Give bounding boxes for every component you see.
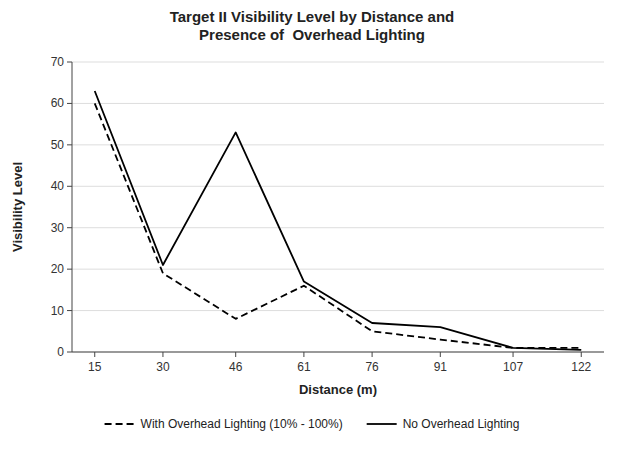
tick-label: 10 xyxy=(51,304,65,318)
x-axis-label: Distance (m) xyxy=(299,382,377,397)
tick-label: 20 xyxy=(51,262,65,276)
grid-line xyxy=(72,227,604,228)
tick-mark xyxy=(94,352,95,357)
tick-mark xyxy=(440,352,441,357)
tick-label: 122 xyxy=(571,360,591,374)
tick-label: 46 xyxy=(229,360,243,374)
tick-label: 40 xyxy=(51,179,65,193)
legend-label: No Overhead Lighting xyxy=(403,417,520,431)
legend-swatch xyxy=(105,423,135,425)
grid-line xyxy=(72,352,604,353)
tick-label: 50 xyxy=(51,138,65,152)
tick-mark xyxy=(162,352,163,357)
grid-line xyxy=(72,62,604,63)
tick-label: 76 xyxy=(365,360,379,374)
plot-area xyxy=(95,91,582,350)
tick-label: 15 xyxy=(88,360,102,374)
legend-item: With Overhead Lighting (10% - 100%) xyxy=(105,417,343,431)
grid-line xyxy=(72,144,604,145)
tick-mark xyxy=(372,352,373,357)
tick-label: 0 xyxy=(57,345,64,359)
series-line xyxy=(95,91,582,350)
chart: Target II Visibility Level by Distance a… xyxy=(0,0,624,454)
legend-item: No Overhead Lighting xyxy=(367,417,520,431)
tick-mark xyxy=(67,186,72,187)
tick-mark xyxy=(235,352,236,357)
tick-mark xyxy=(513,352,514,357)
tick-label: 70 xyxy=(51,55,65,69)
tick-label: 91 xyxy=(434,360,448,374)
tick-mark xyxy=(67,227,72,228)
legend: With Overhead Lighting (10% - 100%) No Ov… xyxy=(105,417,520,431)
title: Target II Visibility Level by Distance a… xyxy=(170,8,455,43)
tick-mark xyxy=(67,269,72,270)
tick-mark xyxy=(67,103,72,104)
grid-line xyxy=(72,269,604,270)
y-axis xyxy=(72,62,73,352)
legend-label: With Overhead Lighting (10% - 100%) xyxy=(141,417,343,431)
tick-label: 61 xyxy=(297,360,311,374)
tick-label: 60 xyxy=(51,96,65,110)
background xyxy=(0,0,624,454)
series-line xyxy=(95,103,582,347)
tick-mark xyxy=(581,352,582,357)
tick-mark xyxy=(303,352,304,357)
grid-line xyxy=(72,103,604,104)
tick-mark xyxy=(67,352,72,353)
legend-swatch xyxy=(367,423,397,425)
grid-line xyxy=(72,186,604,187)
tick-label: 30 xyxy=(51,221,65,235)
x-axis xyxy=(72,352,604,353)
tick-label: 107 xyxy=(503,360,523,374)
y-axis-label: Visibility Level xyxy=(10,162,25,252)
tick-mark xyxy=(67,62,72,63)
tick-label: 30 xyxy=(156,360,170,374)
tick-mark xyxy=(67,144,72,145)
grid-line xyxy=(72,310,604,311)
tick-mark xyxy=(67,310,72,311)
